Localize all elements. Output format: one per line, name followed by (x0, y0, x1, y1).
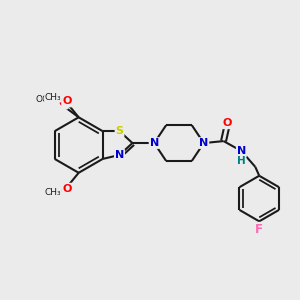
Text: CH₃: CH₃ (45, 188, 61, 197)
Text: O: O (62, 97, 71, 106)
Text: F: F (255, 223, 263, 236)
Text: OCH₃: OCH₃ (35, 95, 59, 104)
Text: N: N (199, 138, 208, 148)
Text: S: S (116, 126, 124, 136)
Text: N: N (237, 146, 246, 156)
Text: N: N (150, 138, 159, 148)
Text: O: O (223, 118, 232, 128)
Text: H: H (237, 156, 246, 166)
Text: CH₃: CH₃ (45, 93, 61, 102)
Text: N: N (115, 150, 124, 160)
Text: O: O (58, 98, 68, 108)
Text: O: O (62, 184, 71, 194)
